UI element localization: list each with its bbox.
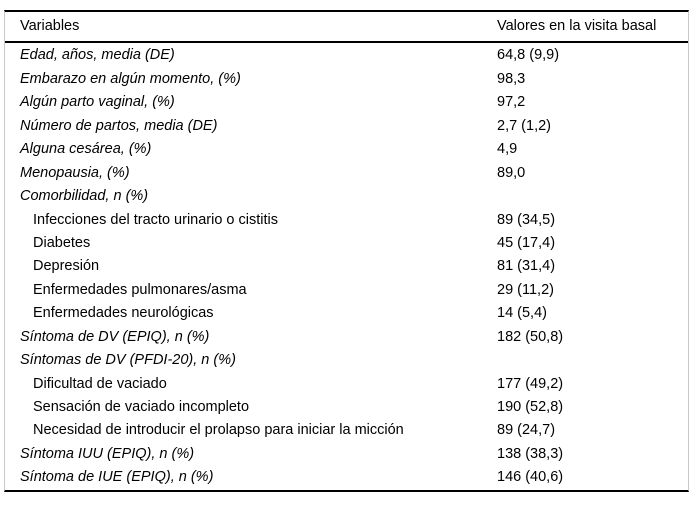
row-label: Algún parto vaginal, (%) <box>20 95 175 110</box>
table-header-row: Variables Valores en la visita basal <box>5 12 688 43</box>
row-label: Edad, años, media (DE) <box>20 48 175 63</box>
table-row: Menopausia, (%) 89,0 <box>5 161 688 184</box>
row-label: Enfermedades pulmonares/asma <box>33 282 247 298</box>
table-row: Síntoma de IUE (EPIQ), n (%) 146 (40,6) <box>5 466 688 489</box>
row-value: 98,3 <box>497 71 526 87</box>
row-value: 138 (38,3) <box>497 446 564 462</box>
table-header-values: Valores en la visita basal <box>497 19 657 34</box>
table-row: Sensación de vaciado incompleto 190 (52,8… <box>5 396 688 419</box>
row-value: 89,0 <box>497 165 526 181</box>
table-row: Infecciones del tracto urinario o cistit… <box>5 208 688 231</box>
row-label: Síntoma de IUE (EPIQ), n (%) <box>20 470 214 485</box>
table-row: Embarazo en algún momento, (%) 98,3 <box>5 67 688 90</box>
row-label: Diabetes <box>33 235 91 251</box>
row-label: Número de partos, media (DE) <box>20 118 218 134</box>
table-row: Síntoma de DV (EPIQ), n (%) 182 (50,8) <box>5 325 688 348</box>
row-value: 29 (11,2) <box>497 282 554 298</box>
row-value: 177 (49,2) <box>497 376 564 392</box>
row-value: 190 (52,8) <box>497 400 564 415</box>
row-label: Síntoma de DV (EPIQ), n (%) <box>20 329 210 345</box>
row-value: 81 (31,4) <box>497 259 556 274</box>
row-label: Comorbilidad, n (%) <box>20 189 149 204</box>
table-row: Necesidad de introducir el prolapso para… <box>5 419 688 442</box>
row-value: 89 (34,5) <box>497 212 556 228</box>
row-label: Menopausia, (%) <box>20 165 130 181</box>
row-label: Dificultad de vaciado <box>33 376 167 392</box>
row-label: Alguna cesárea, (%) <box>20 142 152 157</box>
row-label: Síntoma IUU (EPIQ), n (%) <box>20 446 195 462</box>
table-row: Depresión 81 (31,4) <box>5 255 688 278</box>
row-value: 97,2 <box>497 95 526 110</box>
row-value: 64,8 (9,9) <box>497 48 560 63</box>
table-row: Comorbilidad, n (%) <box>5 185 688 208</box>
table-row: Diabetes 45 (17,4) <box>5 232 688 255</box>
table-header-variables: Variables <box>20 19 80 34</box>
row-label: Sensación de vaciado incompleto <box>33 400 250 415</box>
table-row: Enfermedades pulmonares/asma 29 (11,2) <box>5 278 688 301</box>
baseline-values-table: Variables Valores en la visita basal Eda… <box>4 10 689 493</box>
row-value: 14 (5,4) <box>497 306 547 321</box>
table-row: Síntomas de DV (PFDI-20), n (%) <box>5 349 688 372</box>
row-label: Síntomas de DV (PFDI-20), n (%) <box>20 353 236 368</box>
table-row: Alguna cesárea, (%) 4,9 <box>5 138 688 161</box>
row-label: Depresión <box>33 259 100 274</box>
row-value: 2,7 (1,2) <box>497 118 551 134</box>
row-value: 182 (50,8) <box>497 329 564 345</box>
row-label: Infecciones del tracto urinario o cistit… <box>33 212 278 228</box>
table-row: Algún parto vaginal, (%) 97,2 <box>5 91 688 114</box>
table-row: Síntoma IUU (EPIQ), n (%) 138 (38,3) <box>5 442 688 465</box>
row-value: 4,9 <box>497 142 518 157</box>
row-value: 89 (24,7) <box>497 423 556 438</box>
table-row: Enfermedades neurológicas 14 (5,4) <box>5 302 688 325</box>
row-label: Necesidad de introducir el prolapso para… <box>33 423 404 438</box>
row-label: Enfermedades neurológicas <box>33 306 214 321</box>
table-row: Edad, años, media (DE) 64,8 (9,9) <box>5 44 688 67</box>
table-row: Número de partos, media (DE) 2,7 (1,2) <box>5 114 688 137</box>
row-value: 45 (17,4) <box>497 235 556 251</box>
table-row: Dificultad de vaciado 177 (49,2) <box>5 372 688 395</box>
table-body: Edad, años, media (DE) 64,8 (9,9) Embarazo… <box>5 43 688 490</box>
row-label: Embarazo en algún momento, (%) <box>20 71 241 87</box>
row-value: 146 (40,6) <box>497 470 564 485</box>
